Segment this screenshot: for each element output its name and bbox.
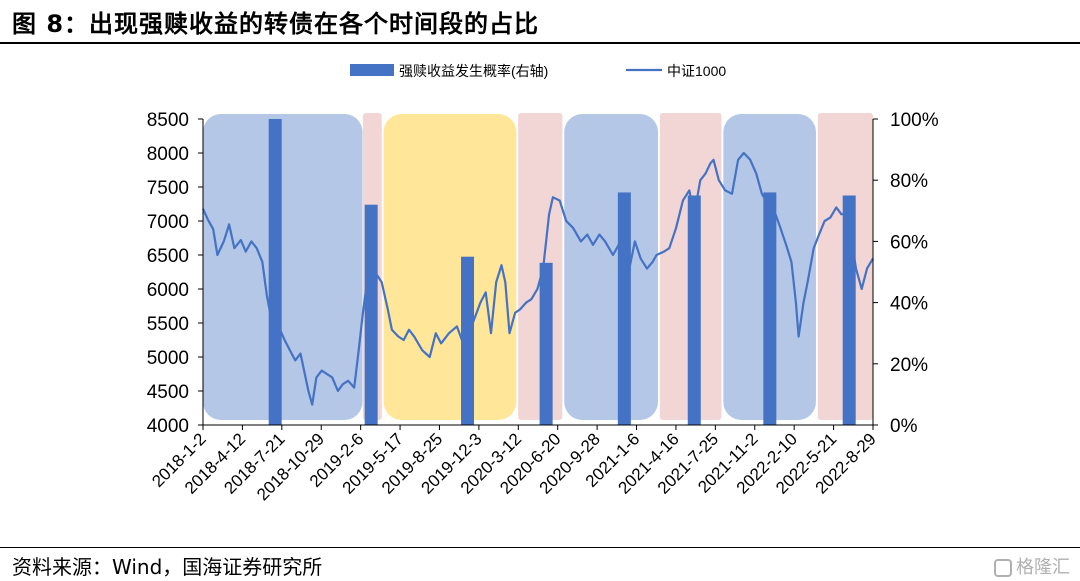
y-right-tick-label: 60% (890, 232, 928, 253)
title-rule (0, 42, 1080, 44)
probability-bar-6 (687, 195, 701, 425)
y-left-tick-label: 4500 (147, 382, 189, 403)
y-left-tick-label: 8500 (147, 110, 189, 131)
y-left-tick-label: 5500 (147, 314, 189, 335)
y-right-tick-label: 20% (890, 355, 928, 376)
y-right-tick-label: 40% (890, 294, 928, 315)
probability-bar-7 (763, 192, 777, 425)
y-left-tick-label: 7500 (147, 178, 189, 199)
y-left-tick-label: 7000 (147, 212, 189, 233)
source-note: 资料来源：Wind，国海证券研究所 (12, 555, 323, 579)
probability-bar-4 (539, 262, 553, 425)
y-right-tick-label: 80% (890, 171, 928, 192)
legend: 强赎收益发生概率(右轴) 中证1000 (350, 63, 726, 79)
chart: 4000 4500 5000 5500 6000 6500 7000 7500 8000 8500… (147, 63, 939, 504)
legend-bar-swatch (350, 64, 394, 76)
y-left-tick-label: 4000 (147, 416, 189, 437)
y-right-tick-label: 0% (890, 416, 918, 437)
probability-bar-5 (617, 192, 631, 425)
band-blue-5 (564, 114, 658, 420)
probability-bar-2 (364, 204, 378, 425)
chart-title: 图 8：出现强赎收益的转债在各个时间段的占比 (12, 10, 540, 38)
band-yellow-3 (383, 114, 517, 420)
y-left-tick-label: 6500 (147, 246, 189, 267)
csi1000-line (201, 151, 874, 406)
watermark-logo-icon (994, 559, 1012, 577)
y-left-tick-label: 8000 (147, 144, 189, 165)
probability-bar-1 (268, 119, 282, 425)
watermark: 格隆汇 (994, 553, 1070, 579)
source-rule (0, 547, 1080, 548)
legend-bar-label: 强赎收益发生概率(右轴) (399, 63, 548, 79)
legend-line-label: 中证1000 (667, 63, 726, 79)
csi1000-line-layer (201, 151, 874, 406)
y-right-tick-label: 100% (890, 110, 939, 131)
watermark-text: 格隆汇 (1016, 557, 1070, 578)
y-left-tick-label: 6000 (147, 280, 189, 301)
band-blue-1 (203, 114, 363, 420)
y-left-tick-label: 5000 (147, 348, 189, 369)
